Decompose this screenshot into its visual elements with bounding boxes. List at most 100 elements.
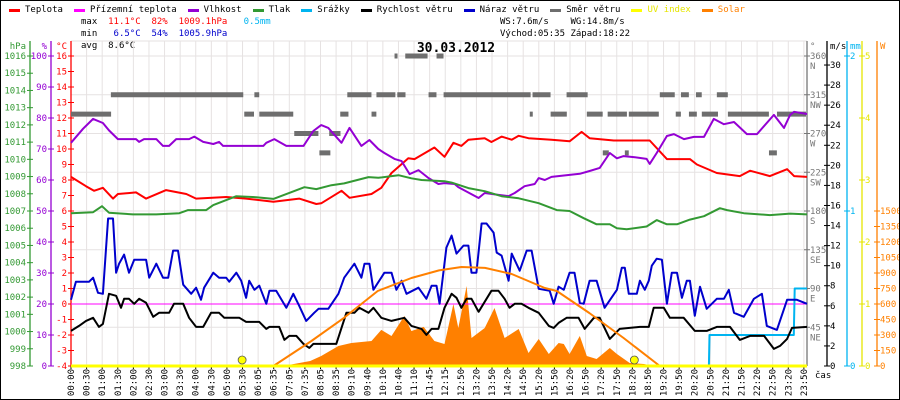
pressure-tick-label: 1000 [4, 328, 26, 338]
compass-label: N [810, 62, 815, 72]
legend-item: Tlak [252, 5, 290, 15]
wind-direction-mark [371, 111, 377, 117]
direction-unit-label: ° [810, 42, 815, 52]
x-tick-label: 07:35 [301, 369, 311, 396]
compass-label: S [810, 217, 815, 227]
temperature-tick-label: -1 [56, 316, 67, 326]
compass-label: SW [810, 178, 821, 188]
legend-swatch [9, 8, 20, 12]
x-tick-label: 05:30 [239, 369, 249, 396]
legend-swatch [301, 8, 313, 12]
x-tick-label: 02:30 [145, 369, 155, 396]
series-n-raz-v-tru [70, 217, 808, 331]
stats-max-row: max 11.1°C 82% 1009.1hPa 0.5mm [81, 16, 271, 28]
sunset-stat: Západ:18:22 [570, 29, 631, 39]
x-tick-label: 18:50 [644, 369, 654, 396]
direction-tick-label: 135 [810, 246, 826, 256]
x-tick-label: 00:00 [67, 369, 77, 396]
legend: Teplota Přízemní teplota Vlhkost Tlak Srážky… [9, 5, 745, 15]
direction-tick-label: 360 [810, 52, 826, 62]
temperature-tick-label: 3 [62, 254, 67, 264]
humidity-tick-label: 90 [36, 83, 47, 93]
x-tick-label: 17:20 [597, 369, 607, 396]
humidity-tick-label: 10 [36, 331, 47, 341]
temperature-tick-label: 10 [56, 145, 67, 155]
pressure-tick-label: 1013 [4, 104, 26, 114]
compass-label: NW [810, 101, 821, 111]
series-rychlost-v-tru [70, 289, 808, 350]
min-humidity: 54% [151, 29, 168, 39]
wind-stats: WS:7.6m/s WG:14.8m/s [500, 16, 625, 28]
pressure-unit-label: hPa [10, 42, 26, 52]
pressure-tick-label: 1005 [4, 241, 26, 251]
x-tick-label: 21:50 [738, 369, 748, 396]
wind-direction-mark [550, 111, 567, 117]
temperature-tick-label: 11 [56, 130, 67, 140]
wind-direction-mark [71, 111, 112, 117]
wind-direction-mark [688, 111, 697, 117]
humidity-tick-label: 80 [36, 114, 47, 124]
wind-direction-mark [680, 92, 689, 98]
pressure-tick-label: 1016 [4, 52, 26, 62]
wind-direction-mark [586, 111, 603, 117]
wind-direction-mark [566, 92, 588, 98]
wind-direction-mark [716, 92, 728, 98]
wind-speed-tick-label: 24 [830, 121, 841, 131]
wind-speed-tick-label: 18 [830, 181, 841, 191]
wind-speed-tick-label: 28 [830, 81, 841, 91]
legend-swatch [550, 8, 562, 12]
temperature-tick-label: -4 [56, 362, 67, 372]
x-tick-label: 23:20 [784, 369, 794, 396]
avg-temperature: 8.6°C [108, 41, 136, 51]
wind-direction-mark [347, 92, 372, 98]
rain-tick-label: 2 [850, 52, 855, 62]
wind-speed-tick-label: 20 [830, 161, 841, 171]
pressure-tick-label: 999 [10, 345, 26, 355]
legend-label: Směr větru [566, 5, 621, 15]
rain-tick-label: 0 [850, 362, 855, 372]
solar-tick-label: 0 [880, 362, 885, 372]
wind-speed-tick-label: 30 [830, 61, 841, 71]
x-tick-label: 04:00 [192, 369, 202, 396]
uv-tick-label: 0 [865, 362, 870, 372]
wind-direction-mark [436, 53, 444, 59]
legend-item: UV index [631, 5, 691, 15]
max-humidity: 82% [151, 17, 168, 27]
x-tick-label: 16:20 [566, 369, 576, 396]
stats-min-row: min 6.5°C 54% 1005.9hPa [81, 28, 227, 40]
uv-tick-label: 3 [865, 176, 870, 186]
sunrise-stat: Východ:05:35 [500, 29, 566, 39]
legend-swatch [631, 8, 643, 12]
x-tick-label: 05:00 [223, 369, 233, 396]
legend-item: Náraz větru [463, 5, 539, 15]
pressure-tick-label: 1015 [4, 69, 26, 79]
pressure-tick-label: 1008 [4, 190, 26, 200]
wind-direction-mark [602, 150, 609, 156]
max-label: max [81, 17, 98, 27]
x-tick-label: 15:20 [535, 369, 545, 396]
wind-direction-mark [701, 111, 718, 117]
max-temperature: 11.1°C [108, 17, 141, 27]
legend-label: Solar [717, 5, 745, 15]
legend-label: Srážky [317, 5, 350, 15]
x-tick-label: 10:10 [379, 369, 389, 396]
series-teplota [70, 130, 808, 205]
x-tick-label: 06:05 [254, 369, 264, 396]
sun-marker [629, 355, 639, 365]
x-tick-label: 03:30 [176, 369, 186, 396]
legend-item: Směr větru [550, 5, 620, 15]
wind-direction-mark [675, 111, 681, 117]
humidity-tick-label: 0 [42, 362, 47, 372]
temperature-tick-label: -2 [56, 331, 67, 341]
solar-tick-label: 300 [880, 331, 896, 341]
stats-avg-row: avg 8.6°C [81, 40, 135, 52]
x-tick-label: 20:20 [691, 369, 701, 396]
x-tick-label: 12:50 [457, 369, 467, 396]
pressure-tick-label: 1012 [4, 121, 26, 131]
x-tick-label: 22:20 [753, 369, 763, 396]
solar-tick-label: 450 [880, 316, 896, 326]
x-tick-label: 14:20 [504, 369, 514, 396]
wind-direction-mark [259, 111, 294, 117]
x-tick-label: 10:40 [394, 369, 404, 396]
